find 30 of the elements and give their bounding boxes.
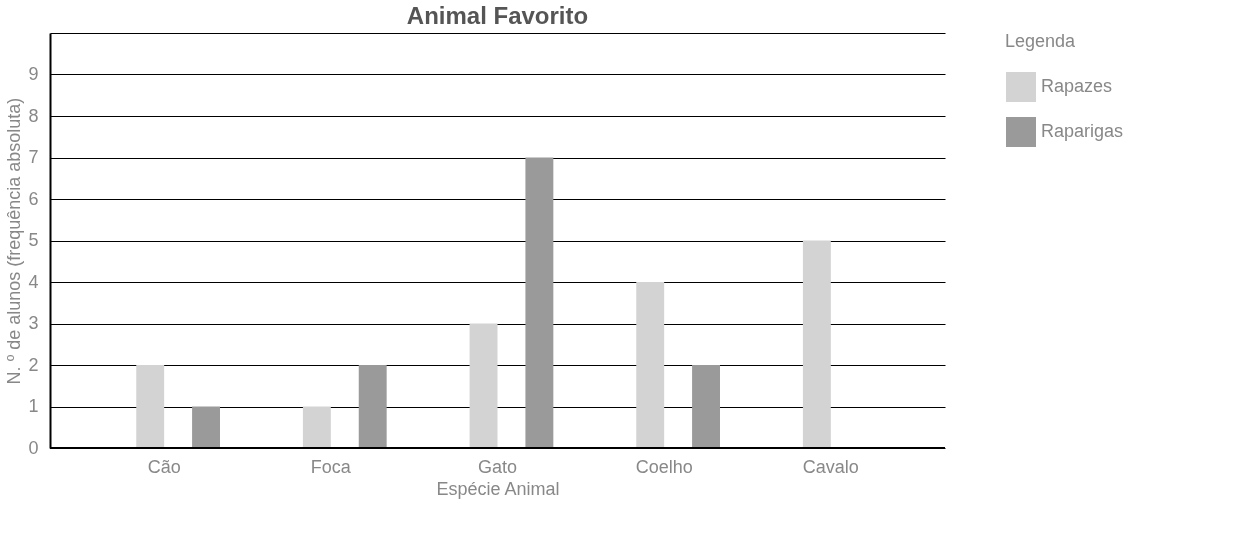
x-tick-label: Cavalo [802, 456, 859, 477]
bar [136, 365, 165, 448]
y-tick-label: 8 [28, 105, 39, 126]
y-tick-label: 6 [28, 188, 39, 209]
bar [192, 406, 220, 448]
x-axis-title: Espécie Animal [436, 478, 560, 499]
bar [358, 365, 387, 448]
y-tick-label: 9 [28, 64, 39, 84]
chart-title: Animal Favorito [406, 2, 589, 29]
bar [802, 240, 831, 448]
bar [469, 323, 498, 448]
legend-label: Rapazes [1041, 76, 1113, 96]
y-tick-label: 5 [28, 230, 39, 250]
y-tick-label: 7 [28, 147, 39, 167]
y-tick-label: 0 [28, 437, 39, 458]
bar [692, 365, 720, 448]
y-tick-label: 4 [28, 271, 39, 292]
y-tick-label: 2 [28, 354, 39, 375]
bar [302, 406, 331, 448]
x-tick-label: Gato [477, 456, 518, 477]
y-tick-label: 1 [28, 396, 39, 416]
x-tick-label: Foca [310, 456, 352, 477]
x-tick-label: Cão [147, 456, 181, 477]
x-tick-label: Coelho [635, 456, 693, 477]
y-tick-label: 3 [28, 313, 39, 333]
legend-label: Raparigas [1041, 121, 1124, 141]
y-axis-title: N. º de alunos (frequência absoluta) [4, 97, 25, 385]
bar [636, 282, 665, 448]
bar [525, 157, 554, 448]
legend-title: Legenda [1005, 31, 1077, 51]
